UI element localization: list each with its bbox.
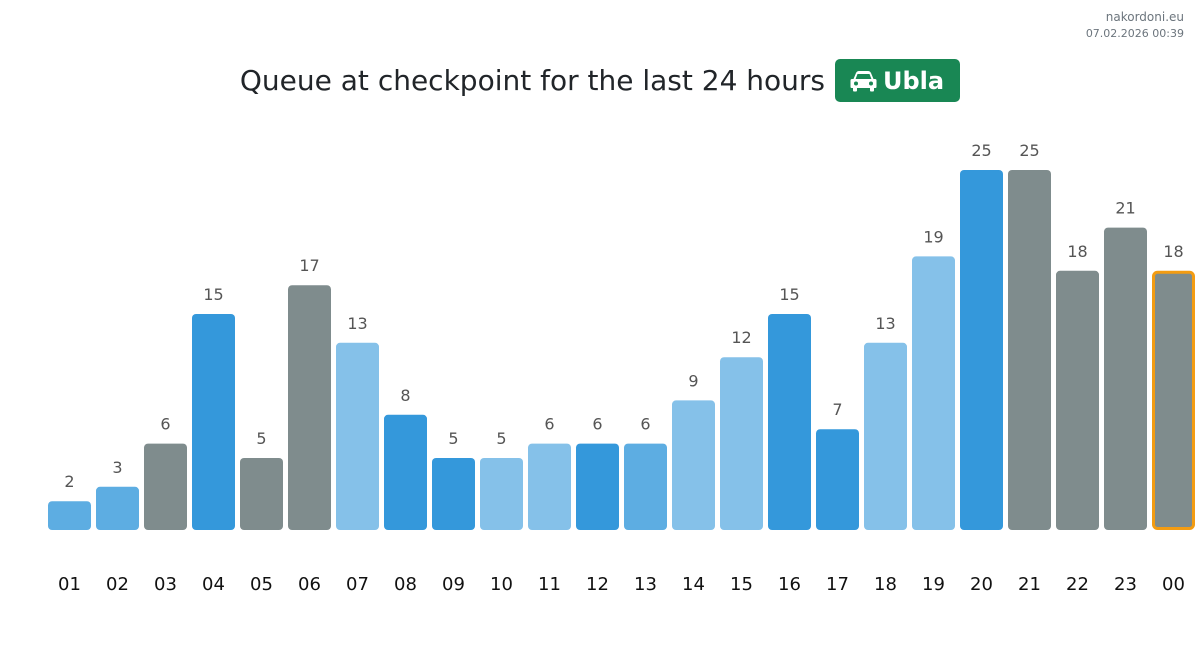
data-label-18: 13 <box>875 314 895 333</box>
tick-label-21: 21 <box>1018 574 1041 595</box>
data-label-03: 6 <box>160 415 170 434</box>
bar-19 <box>912 256 955 530</box>
tick-label-19: 19 <box>922 574 945 595</box>
data-label-13: 6 <box>640 415 650 434</box>
bar-03 <box>144 443 187 530</box>
tick-label-23: 23 <box>1114 574 1137 595</box>
data-label-16: 15 <box>779 285 799 304</box>
tick-label-07: 07 <box>346 574 369 595</box>
bar-14 <box>672 400 715 530</box>
tick-label-18: 18 <box>874 574 897 595</box>
data-label-00: 18 <box>1163 242 1183 261</box>
chart-header: Queue at checkpoint for the last 24 hour… <box>0 59 1200 102</box>
source-info: nakordoni.eu 07.02.2026 00:39 <box>1086 10 1184 42</box>
data-label-14: 9 <box>688 371 698 390</box>
tick-label-09: 09 <box>442 574 465 595</box>
tick-label-13: 13 <box>634 574 657 595</box>
tick-label-10: 10 <box>490 574 513 595</box>
bar-08 <box>384 414 427 530</box>
bar-11 <box>528 443 571 530</box>
bar-21 <box>1008 170 1051 530</box>
page-title: Queue at checkpoint for the last 24 hour… <box>239 64 826 97</box>
tick-label-22: 22 <box>1066 574 1089 595</box>
data-label-15: 12 <box>731 328 751 347</box>
source-timestamp: 07.02.2026 00:39 <box>1085 27 1184 40</box>
tick-label-20: 20 <box>970 574 993 595</box>
checkpoint-badge: Ubla <box>835 59 961 102</box>
data-label-17: 7 <box>832 400 842 419</box>
bar-06 <box>288 285 331 530</box>
bar-07 <box>336 342 379 530</box>
data-label-06: 17 <box>299 256 319 275</box>
data-label-07: 13 <box>347 314 367 333</box>
bar-05 <box>240 458 283 530</box>
tick-label-03: 03 <box>154 574 177 595</box>
bar-04 <box>192 314 235 530</box>
tick-label-15: 15 <box>730 574 753 595</box>
bar-20 <box>960 170 1003 530</box>
tick-label-17: 17 <box>826 574 849 595</box>
data-label-11: 6 <box>544 415 554 434</box>
tick-label-08: 08 <box>394 574 417 595</box>
data-label-02: 3 <box>112 458 122 477</box>
tick-label-12: 12 <box>586 574 609 595</box>
data-label-10: 5 <box>496 429 506 448</box>
data-label-09: 5 <box>448 429 458 448</box>
bar-16 <box>768 314 811 530</box>
tick-label-00: 00 <box>1162 574 1185 595</box>
data-label-01: 2 <box>64 472 74 491</box>
data-label-08: 8 <box>400 386 410 405</box>
bar-23 <box>1104 227 1147 530</box>
bar-13 <box>624 443 667 530</box>
bar-12 <box>576 443 619 530</box>
data-label-12: 6 <box>592 415 602 434</box>
car-icon <box>850 70 877 92</box>
data-label-21: 25 <box>1019 141 1039 160</box>
bar-02 <box>96 486 139 530</box>
data-label-23: 21 <box>1115 199 1135 218</box>
tick-label-02: 02 <box>106 574 129 595</box>
data-label-19: 19 <box>923 227 943 246</box>
bar-10 <box>480 458 523 530</box>
bar-22 <box>1056 270 1099 530</box>
data-label-20: 25 <box>971 141 991 160</box>
bar-15 <box>720 357 763 530</box>
data-label-22: 18 <box>1067 242 1087 261</box>
bar-09 <box>432 458 475 530</box>
data-label-04: 15 <box>203 285 223 304</box>
badge-label: Ubla <box>883 66 945 95</box>
tick-label-16: 16 <box>778 574 801 595</box>
source-site: nakordoni.eu <box>1105 10 1184 24</box>
tick-label-14: 14 <box>682 574 705 595</box>
tick-label-05: 05 <box>250 574 273 595</box>
bar-01 <box>48 501 91 530</box>
tick-label-06: 06 <box>298 574 321 595</box>
tick-label-11: 11 <box>538 574 561 595</box>
tick-label-04: 04 <box>202 574 225 595</box>
bar-18 <box>864 342 907 530</box>
data-label-05: 5 <box>256 429 266 448</box>
bar-00 <box>1152 270 1195 530</box>
tick-label-01: 01 <box>58 574 81 595</box>
bar-17 <box>816 429 859 530</box>
